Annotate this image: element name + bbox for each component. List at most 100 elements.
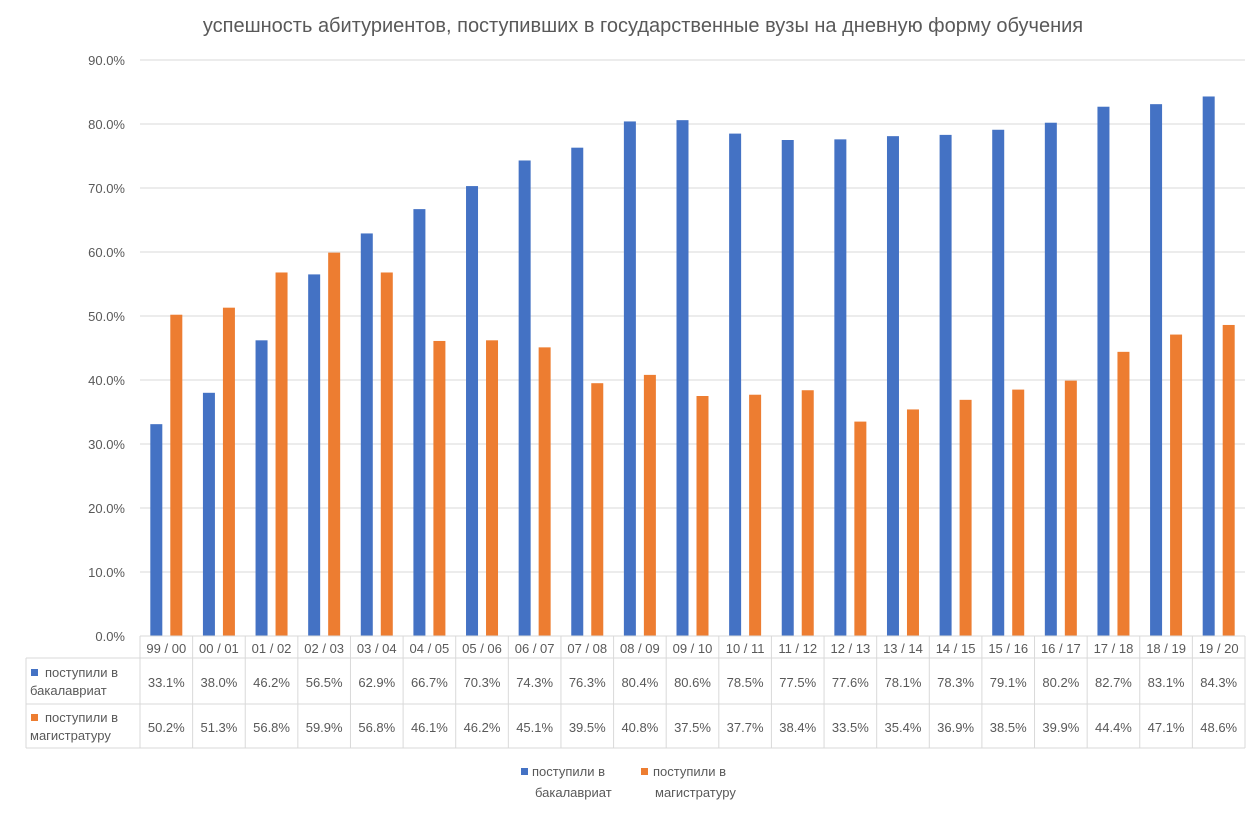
bar [1170,334,1183,636]
bar [360,233,373,636]
x-tick-label: 08 / 09 [620,641,660,656]
bar [202,392,215,636]
data-label: 47.1% [1148,720,1185,735]
data-label: 77.6% [832,675,869,690]
data-table: 99 / 00 00 / 01 01 / 02 02 / 03 03 / 04 04 / … [25,635,1246,749]
y-tick-label: 30.0% [88,437,125,452]
data-label: 35.4% [885,720,922,735]
legend: поступили в бакалавриат поступили в магистр… [521,764,736,800]
bar [801,390,814,636]
legend-swatch [521,768,528,775]
bar [781,140,794,636]
data-label: 84.3% [1200,675,1237,690]
x-tick-label: 17 / 18 [1094,641,1134,656]
x-tick-label: 03 / 04 [357,641,397,656]
y-tick-label: 40.0% [88,373,125,388]
data-label: 38.4% [779,720,816,735]
bar [729,133,742,636]
bar [486,340,499,636]
x-tick-label: 01 / 02 [252,641,292,656]
y-tick-label: 50.0% [88,309,125,324]
bar [676,120,689,636]
y-tick-label: 60.0% [88,245,125,260]
legend-swatch [641,768,648,775]
y-tick-label: 0.0% [95,629,125,644]
x-tick-label: 04 / 05 [410,641,450,656]
x-tick-label: 00 / 01 [199,641,239,656]
bar [1044,122,1057,637]
bar [433,340,446,636]
x-tick-label: 07 / 08 [567,641,607,656]
data-label: 74.3% [516,675,553,690]
bar [1117,351,1130,636]
row-header: бакалавриат [30,683,107,698]
bar [1202,96,1215,637]
data-label: 83.1% [1148,675,1185,690]
x-tick-label: 02 / 03 [304,641,344,656]
y-tick-label: 90.0% [88,53,125,68]
y-tick-label: 10.0% [88,565,125,580]
x-tick-label: 06 / 07 [515,641,555,656]
data-label: 44.4% [1095,720,1132,735]
legend-label: поступили в [532,764,605,779]
row-header: поступили в [45,665,118,680]
data-label: 78.1% [885,675,922,690]
data-label: 56.5% [306,675,343,690]
data-label: 62.9% [358,675,395,690]
data-label: 56.8% [358,720,395,735]
bar [413,209,426,636]
bar [834,139,847,637]
bar [308,274,321,636]
gridlines [140,59,1245,573]
legend-key [31,669,38,676]
bar [959,399,972,636]
bar [1097,106,1110,637]
bar [906,409,919,636]
data-label: 39.9% [1042,720,1079,735]
bar [150,424,163,636]
data-label: 40.8% [621,720,658,735]
data-label: 51.3% [200,720,237,735]
x-tick-label: 11 / 12 [778,641,817,656]
y-tick-label: 80.0% [88,117,125,132]
y-tick-label: 70.0% [88,181,125,196]
data-label: 46.2% [253,675,290,690]
row-header: магистратуру [30,728,111,743]
data-label: 36.9% [937,720,974,735]
legend-label: поступили в [653,764,726,779]
data-label: 66.7% [411,675,448,690]
data-label: 76.3% [569,675,606,690]
x-tick-label: 18 / 19 [1146,641,1186,656]
bar [170,314,183,636]
bar [538,347,551,636]
data-label: 82.7% [1095,675,1132,690]
bar [328,252,341,636]
bar [1222,324,1235,636]
x-tick-label: 12 / 13 [830,641,870,656]
data-label: 79.1% [990,675,1027,690]
data-label: 59.9% [306,720,343,735]
data-label: 38.5% [990,720,1027,735]
data-label: 56.8% [253,720,290,735]
x-tick-label: 99 / 00 [146,641,186,656]
bar [222,307,235,636]
x-tick-label: 16 / 17 [1041,641,1081,656]
y-tick-label: 20.0% [88,501,125,516]
bar [1064,380,1077,636]
y-axis-ticks: 0.0% 10.0% 20.0% 30.0% 40.0% 50.0% 60.0% 70.0% 8… [88,53,125,644]
data-label: 37.5% [674,720,711,735]
bar [1150,104,1163,636]
x-tick-label: 14 / 15 [936,641,976,656]
legend-key [31,714,38,721]
x-tick-label: 15 / 16 [988,641,1028,656]
bar [466,186,479,636]
bar [749,394,762,636]
data-label: 38.0% [200,675,237,690]
data-label: 80.2% [1042,675,1079,690]
data-label: 45.1% [516,720,553,735]
x-tick-label: 09 / 10 [673,641,713,656]
bar [380,272,393,636]
data-label: 77.5% [779,675,816,690]
